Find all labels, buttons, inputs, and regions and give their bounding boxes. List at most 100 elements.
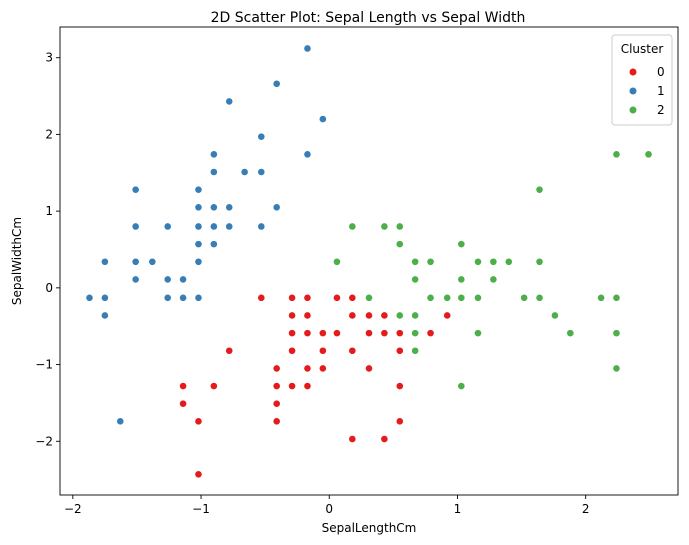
y-tick-label: −1 <box>35 358 53 372</box>
data-point-cluster-0 <box>380 311 389 320</box>
data-point-cluster-2 <box>520 293 529 302</box>
y-tick-label: 2 <box>45 127 53 141</box>
data-point-cluster-2 <box>411 329 420 338</box>
data-point-cluster-0 <box>288 329 296 338</box>
data-point-cluster-1 <box>194 203 203 212</box>
data-point-cluster-2 <box>474 329 482 338</box>
chart-title: 2D Scatter Plot: Sepal Length vs Sepal W… <box>211 10 526 26</box>
data-point-cluster-0 <box>348 435 357 443</box>
data-point-cluster-0 <box>303 364 312 373</box>
data-point-cluster-2 <box>474 257 482 266</box>
plot-frame <box>59 26 679 496</box>
data-point-cluster-0 <box>194 470 203 479</box>
legend-marker-2 <box>629 106 637 114</box>
legend-label-1: 1 <box>657 84 665 98</box>
data-point-cluster-0 <box>272 417 281 426</box>
data-point-cluster-2 <box>597 293 605 302</box>
data-point-cluster-0 <box>288 346 296 355</box>
legend-marker-0 <box>629 68 637 76</box>
data-point-cluster-0 <box>194 417 203 426</box>
data-point-cluster-0 <box>395 417 404 426</box>
data-point-cluster-1 <box>225 97 234 106</box>
y-tick-label: 1 <box>45 204 53 218</box>
data-point-cluster-2 <box>411 275 420 284</box>
data-point-cluster-1 <box>163 275 172 284</box>
points-layer <box>85 44 653 479</box>
data-point-cluster-0 <box>395 346 404 355</box>
x-tick-label: 2 <box>582 502 590 516</box>
data-point-cluster-1 <box>209 168 218 176</box>
data-point-cluster-1 <box>100 257 109 266</box>
data-point-cluster-2 <box>612 329 621 338</box>
data-point-cluster-2 <box>411 257 420 266</box>
data-point-cluster-1 <box>148 257 157 266</box>
data-point-cluster-1 <box>100 311 109 320</box>
data-point-cluster-2 <box>411 346 420 355</box>
data-point-cluster-1 <box>209 203 218 212</box>
data-point-cluster-2 <box>551 311 559 320</box>
data-point-cluster-2 <box>474 293 482 302</box>
data-point-cluster-0 <box>348 293 357 302</box>
data-point-cluster-1 <box>209 150 218 159</box>
data-point-cluster-2 <box>457 275 466 284</box>
data-point-cluster-0 <box>380 435 389 443</box>
data-point-cluster-2 <box>489 257 498 266</box>
y-axis: −2 −1 0 1 2 3 <box>35 51 60 448</box>
data-point-cluster-1 <box>100 293 109 302</box>
data-point-cluster-2 <box>644 150 653 159</box>
data-point-cluster-0 <box>209 382 218 390</box>
data-point-cluster-0 <box>272 399 281 408</box>
data-point-cluster-1 <box>194 240 203 249</box>
data-point-cluster-0 <box>179 382 187 390</box>
legend-box <box>611 34 673 126</box>
data-point-cluster-2 <box>426 293 435 302</box>
data-point-cluster-0 <box>288 311 296 320</box>
data-point-cluster-0 <box>348 346 357 355</box>
data-point-cluster-0 <box>272 364 281 373</box>
data-point-cluster-1 <box>257 168 266 176</box>
data-point-cluster-0 <box>365 364 373 373</box>
x-tick-label: −2 <box>64 502 82 516</box>
data-point-cluster-2 <box>489 275 498 284</box>
data-point-cluster-2 <box>566 329 575 338</box>
data-point-cluster-1 <box>257 222 266 231</box>
y-tick-label: 0 <box>45 281 53 295</box>
data-point-cluster-0 <box>365 329 373 338</box>
data-point-cluster-0 <box>443 311 452 320</box>
y-axis-label: SepalWidthCm <box>10 217 24 305</box>
legend-title: Cluster <box>621 42 664 56</box>
legend-marker-1 <box>629 87 637 95</box>
y-tick-label: 3 <box>45 51 53 65</box>
y-tick-label: −2 <box>35 434 53 448</box>
data-point-cluster-1 <box>194 222 203 231</box>
data-point-cluster-0 <box>426 329 435 338</box>
data-point-cluster-2 <box>395 222 404 231</box>
data-point-cluster-1 <box>163 222 172 231</box>
data-point-cluster-2 <box>535 185 544 194</box>
data-point-cluster-2 <box>535 293 544 302</box>
data-point-cluster-2 <box>443 293 452 302</box>
data-point-cluster-1 <box>194 257 203 266</box>
data-point-cluster-2 <box>457 240 466 249</box>
data-point-cluster-2 <box>612 293 621 302</box>
data-point-cluster-1 <box>272 203 281 212</box>
data-point-cluster-0 <box>288 382 296 390</box>
x-tick-label: 0 <box>325 502 333 516</box>
x-axis: −2 −1 0 1 2 <box>64 495 590 516</box>
data-point-cluster-2 <box>504 257 513 266</box>
data-point-cluster-2 <box>333 257 341 266</box>
data-point-cluster-0 <box>303 293 312 302</box>
data-point-cluster-1 <box>131 222 140 231</box>
data-point-cluster-1 <box>85 293 94 302</box>
data-point-cluster-2 <box>612 150 621 159</box>
data-point-cluster-1 <box>194 185 203 194</box>
data-point-cluster-0 <box>380 329 389 338</box>
data-point-cluster-1 <box>131 275 140 284</box>
data-point-cluster-2 <box>411 311 420 320</box>
data-point-cluster-1 <box>318 115 327 123</box>
data-point-cluster-1 <box>163 293 172 302</box>
data-point-cluster-2 <box>457 293 466 302</box>
data-point-cluster-2 <box>535 257 544 266</box>
data-point-cluster-1 <box>131 257 140 266</box>
